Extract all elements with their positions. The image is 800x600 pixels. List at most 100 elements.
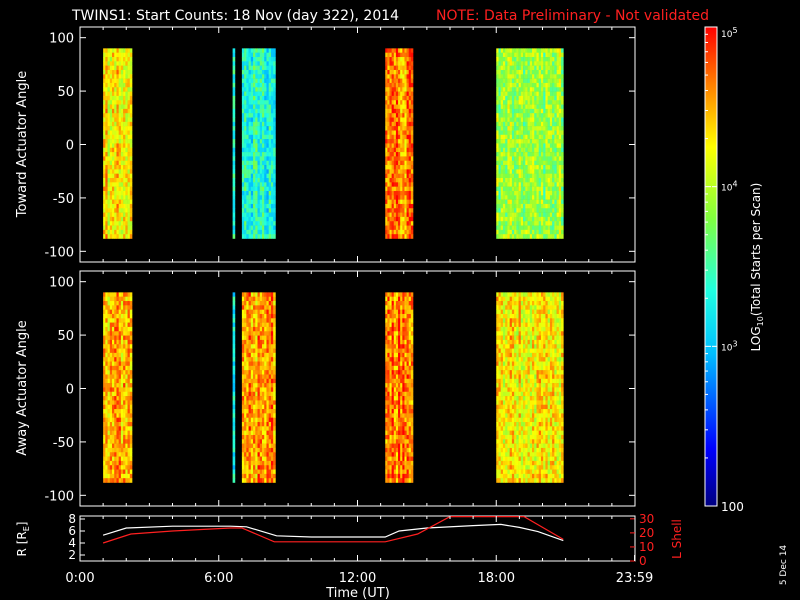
heatmap-cell <box>398 130 401 136</box>
heatmap-cell <box>398 229 401 235</box>
heatmap-cell <box>505 160 508 166</box>
heatmap-cell <box>498 165 502 170</box>
heatmap-cell <box>500 208 504 213</box>
heatmap-cell <box>554 78 557 84</box>
heatmap-cell <box>259 417 263 423</box>
heatmap-cell <box>125 69 128 75</box>
heatmap-cell <box>118 156 122 162</box>
heatmap-cell <box>264 348 267 354</box>
heatmap-cell <box>268 426 272 431</box>
heatmap-cell <box>404 74 407 79</box>
heatmap-cell <box>400 409 403 414</box>
heatmap-cell <box>255 391 258 397</box>
heatmap-cell <box>538 104 542 110</box>
heatmap-cell <box>408 199 412 205</box>
heatmap-cell <box>408 447 412 453</box>
heatmap-cell <box>534 173 537 179</box>
heatmap-cell <box>400 296 403 302</box>
heatmap-cell <box>398 121 401 127</box>
heatmap-cell <box>123 365 126 371</box>
heatmap-cell <box>264 469 267 475</box>
heatmap-cell <box>505 134 508 140</box>
heatmap-cell <box>408 91 412 97</box>
heatmap-cell <box>536 69 540 75</box>
heatmap-cell <box>520 108 524 114</box>
heatmap-cell <box>253 301 256 306</box>
heatmap-cell <box>129 234 133 239</box>
heatmap-cell <box>393 216 397 222</box>
heatmap-cell <box>255 348 258 354</box>
heatmap-cell <box>523 113 526 118</box>
heatmap-cell <box>538 69 542 75</box>
heatmap-cell <box>116 182 119 187</box>
heatmap-cell <box>538 57 542 62</box>
heatmap-cell <box>511 91 515 97</box>
heatmap-cell <box>393 409 397 414</box>
heatmap-cell <box>244 469 247 475</box>
heatmap-cell <box>525 139 528 144</box>
heatmap-cell <box>123 452 126 457</box>
heatmap-cell <box>391 182 395 187</box>
heatmap-cell <box>549 216 553 222</box>
heatmap-cell <box>385 434 388 440</box>
heatmap-cell <box>118 439 122 444</box>
heatmap-cell <box>408 352 412 358</box>
heatmap-cell <box>116 318 119 323</box>
heatmap-cell <box>253 434 256 440</box>
heatmap-cell <box>107 100 111 105</box>
heatmap-cell <box>273 165 276 170</box>
heatmap-cell <box>556 130 560 136</box>
heatmap-cell <box>527 65 531 71</box>
heatmap-cell <box>241 365 245 371</box>
heatmap-cell <box>387 117 390 123</box>
heatmap-cell <box>408 95 412 101</box>
heatmap-cell <box>385 331 388 336</box>
heatmap-cell <box>266 169 269 174</box>
heatmap-cell <box>116 391 119 397</box>
heatmap-cell <box>125 322 128 328</box>
heatmap-cell <box>395 78 399 84</box>
heatmap-cell <box>116 292 119 297</box>
heatmap-cell <box>257 108 261 114</box>
heatmap-cell <box>408 100 412 105</box>
heatmap-cell <box>514 78 517 84</box>
heatmap-cell <box>246 361 249 367</box>
heatmap-cell <box>109 234 113 239</box>
heatmap-cell <box>393 322 397 328</box>
heatmap-cell <box>273 426 276 431</box>
heatmap-cell <box>402 413 405 418</box>
heatmap-cell <box>556 143 560 149</box>
heatmap-cell <box>402 361 405 367</box>
heatmap-cell <box>398 404 401 410</box>
heatmap-cell <box>400 143 403 149</box>
heatmap-cell <box>107 301 111 306</box>
heatmap-cell <box>118 318 122 323</box>
heatmap-cell <box>103 48 106 53</box>
heatmap-cell <box>523 156 526 162</box>
heatmap-cell <box>244 305 247 310</box>
heatmap-cell <box>107 413 111 418</box>
heatmap-cell <box>103 195 106 200</box>
heatmap-cell <box>120 126 124 131</box>
heatmap-cell <box>270 430 274 436</box>
heatmap-cell <box>257 404 261 410</box>
heatmap-cell <box>261 426 265 431</box>
heatmap-cell <box>103 469 106 475</box>
heatmap-cell <box>268 313 272 319</box>
heatmap-cell <box>241 169 245 174</box>
heatmap-cell <box>518 156 522 162</box>
heatmap-cell <box>123 74 126 79</box>
heatmap-cell <box>116 296 119 302</box>
heatmap-cell <box>103 130 106 136</box>
heatmap-cell <box>387 104 390 110</box>
heatmap-cell <box>395 104 399 110</box>
heatmap-cell <box>398 52 401 58</box>
heatmap-cell <box>398 117 401 123</box>
heatmap-cell <box>268 48 272 53</box>
heatmap-cell <box>525 100 528 105</box>
heatmap-cell <box>505 152 508 157</box>
heatmap-cell <box>103 87 106 92</box>
heatmap-cell <box>404 339 407 345</box>
heatmap-cell <box>116 69 119 75</box>
heatmap-cell <box>103 417 106 423</box>
